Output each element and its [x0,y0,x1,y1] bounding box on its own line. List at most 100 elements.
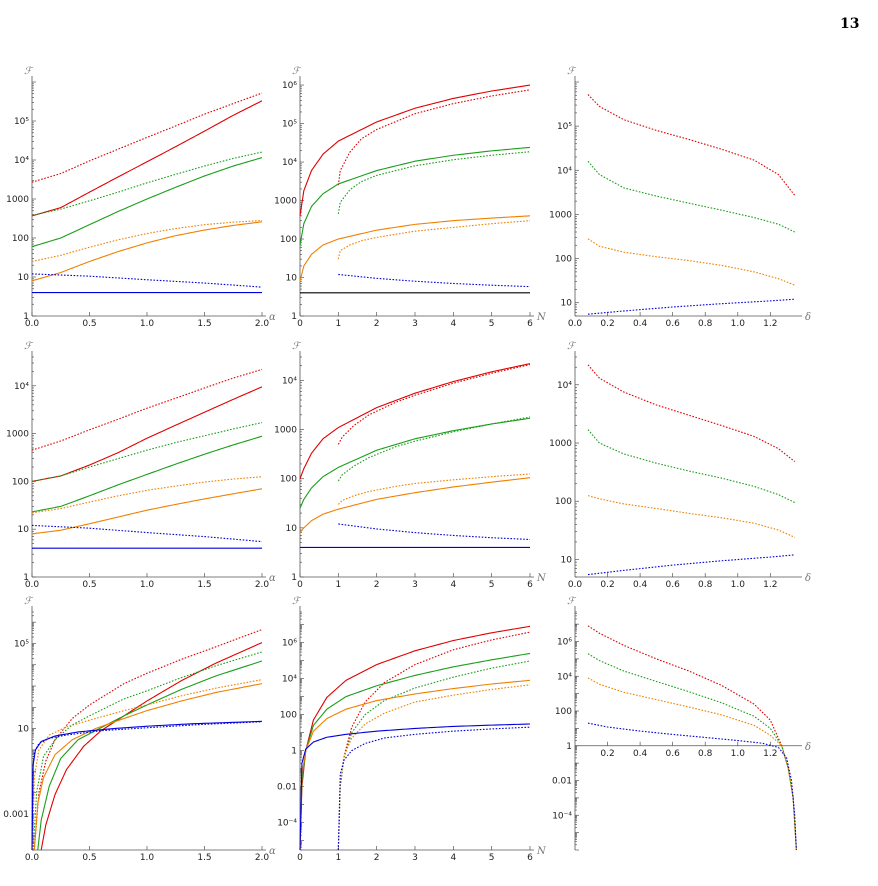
chart-panel-r2c1: 1 10 100 1000 10⁴ 0.0 0.5 1.0 1.5 2.0α ℱ [6,341,276,590]
y-tick-label: 10 [18,525,30,535]
series-blue-dotted [587,722,797,851]
series-orange-solid [299,477,531,533]
series-orange-dotted [31,220,263,263]
y-tick-label: 1 [291,573,297,583]
x-tick-label: 6 [527,580,533,590]
x-tick-label: 5 [489,319,495,329]
y-tick-label: 10⁵ [14,117,29,127]
x-tick-label: 0.4 [633,319,648,329]
x-tick-label: 2.0 [255,580,270,590]
series-red-solid [299,84,531,216]
x-tick-label: 1 [335,853,341,863]
series-orange-solid [299,679,531,851]
y-tick-label: 0.001 [3,810,29,820]
y-tick-label: 100 [12,234,29,244]
series-orange-dotted [32,679,263,851]
series-red-dotted [337,89,531,186]
x-tick-label: 5 [489,580,495,590]
series-red-dotted [587,625,797,851]
x-tick-label: 0.4 [633,580,648,590]
x-tick-label: 0.0 [568,580,583,590]
series-green-dotted [587,653,797,851]
x-tick-label: 0.8 [698,580,713,590]
x-axis-label: δ [805,742,811,753]
series-orange-dotted [587,495,795,538]
y-tick-label: 0.01 [552,777,572,787]
series-green-solid [299,652,531,851]
x-tick-label: 0.8 [698,319,713,329]
x-tick-label: 2 [374,580,380,590]
series-green-solid [37,660,263,851]
series-orange-dotted [337,220,531,260]
y-tick-label: 10 [18,273,30,283]
x-axis-label: α [269,573,276,584]
chart-panel-r3c1: 0.001 10 10⁵ 0.0 0.5 1.0 1.5 2.0α ℱ [3,596,276,863]
y-tick-label: 1000 [549,439,572,449]
x-tick-label: 0.5 [82,853,96,863]
x-tick-label: 1.5 [197,853,211,863]
x-tick-label: 1.2 [763,580,777,590]
x-tick-label: 1.5 [197,319,211,329]
x-tick-label: 4 [450,853,456,863]
series-blue-dotted [31,524,263,543]
y-axis-label: ℱ [24,596,34,607]
series-green-solid [299,417,531,509]
series-red-solid [299,363,531,479]
x-tick-label: 5 [489,853,495,863]
x-tick-label: 1.2 [763,319,777,329]
x-tick-label: 1.0 [140,319,155,329]
series-blue-dotted [587,298,795,315]
y-tick-label: 10⁵ [557,122,572,132]
x-axis-label: α [269,846,276,857]
y-axis-label: ℱ [292,341,302,352]
series-orange-solid [31,488,263,535]
x-tick-label: 1.0 [731,580,746,590]
y-tick-label: 10⁴ [14,382,29,392]
x-tick-label: 4 [450,319,456,329]
series-orange-dotted [337,684,531,851]
x-tick-label: 0.2 [600,749,614,759]
x-tick-label: 0.8 [698,749,713,759]
y-tick-label: 10 [561,299,573,309]
x-axis-label: N [536,312,547,323]
x-tick-label: 0 [297,580,303,590]
y-tick-label: 10 [286,524,298,534]
y-axis-label: ℱ [567,341,577,352]
series-red-dotted [337,631,531,851]
x-tick-label: 6 [527,319,533,329]
y-tick-label: 1 [23,312,29,322]
y-tick-label: 1000 [6,195,29,205]
x-tick-label: 2.0 [255,319,270,329]
series-orange-dotted [337,473,531,505]
series-orange-solid [31,221,263,282]
y-tick-label: 1 [566,742,572,752]
series-red-solid [40,642,263,851]
series-orange-solid [299,215,531,282]
y-tick-label: 1000 [6,430,29,440]
x-tick-label: 1.0 [140,853,155,863]
series-green-solid [31,435,263,513]
x-tick-label: 1.0 [731,319,746,329]
y-tick-label: 1 [291,312,297,322]
x-tick-label: 0.0 [25,853,40,863]
series-green-dotted [31,151,263,216]
x-tick-label: 0.6 [666,319,681,329]
series-red-dotted [587,364,796,463]
series-red-solid [299,625,531,851]
series-blue-dotted [338,523,531,541]
x-tick-label: 0 [297,319,303,329]
x-axis-label: N [536,573,547,584]
y-tick-label: 10⁴ [282,376,297,386]
x-tick-label: 0.0 [25,319,40,329]
x-tick-label: 3 [412,319,418,329]
chart-panel-r1c3: 10 100 1000 10⁴ 10⁵ 0.2 0.4 0.6 0.8 1.0 1.2 0.0 δ ℱ [549,66,811,329]
y-tick-label: 10⁶ [282,639,297,649]
x-tick-label: 2 [374,319,380,329]
chart-panel-r1c1: 1 10 100 1000 10⁴ 10⁵ 0.0 0.5 1.0 1.5 2.0α ℱ [6,66,276,329]
y-tick-label: 10⁶ [557,638,572,648]
x-tick-label: 2.0 [255,853,270,863]
y-tick-label: 100 [280,711,297,721]
y-tick-label: 1000 [274,426,297,436]
